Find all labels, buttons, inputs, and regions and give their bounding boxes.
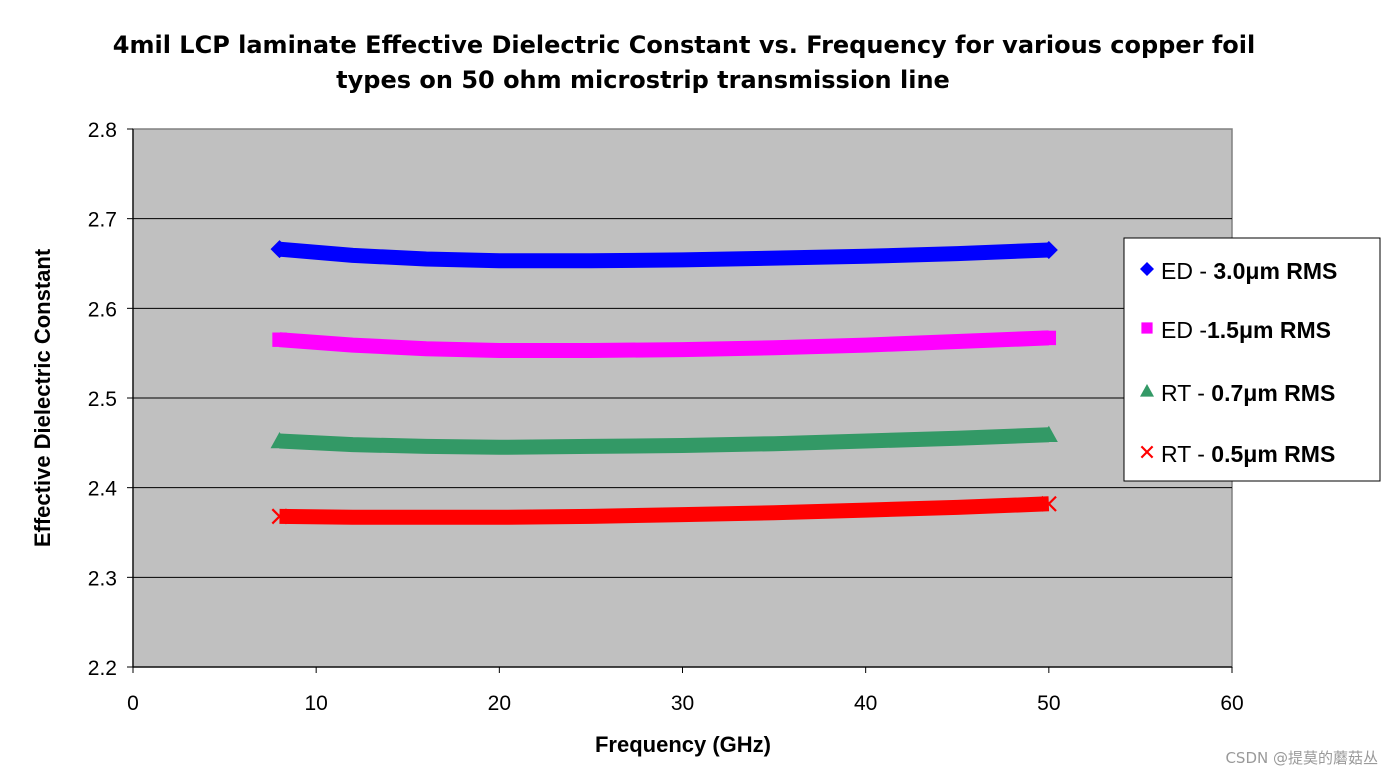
legend-marker-3 <box>1140 384 1154 397</box>
x-tick-label-20: 20 <box>488 692 511 715</box>
x-tick-label-30: 30 <box>671 692 694 715</box>
legend: ED - 3.0μm RMS ED -1.5μm RMS RT - 0.7μm RM… <box>1123 237 1381 482</box>
y-axis-ticks: 2.2 2.3 2.4 2.5 2.6 2.7 2.8 <box>88 119 133 680</box>
y-tick-label-2.4: 2.4 <box>88 478 118 501</box>
legend-box <box>1123 237 1381 482</box>
gridlines <box>133 218 1232 578</box>
x-tick-label-60: 60 <box>1220 692 1243 715</box>
series-4-endpoint-start <box>271 508 288 525</box>
y-tick-label-2.6: 2.6 <box>88 298 117 321</box>
series-2-endpoint-end <box>1041 330 1057 346</box>
x-axis-title: Frequency (GHz) <box>595 732 771 757</box>
series-line-3 <box>279 427 1050 455</box>
x-tick-label-40: 40 <box>854 692 877 715</box>
x-tick-label-0: 0 <box>127 692 139 715</box>
x-tick-label-10: 10 <box>304 692 327 715</box>
series-2-endpoint-start <box>272 332 287 347</box>
series-line-1 <box>278 241 1050 269</box>
legend-label-4: RT - 0.5μm RMS <box>1161 441 1335 467</box>
legend-label-1: ED - 3.0μm RMS <box>1161 258 1337 284</box>
x-axis-ticks: 0 10 20 30 40 50 60 <box>127 667 1244 715</box>
y-tick-label-2.8: 2.8 <box>88 119 117 142</box>
legend-marker-4 <box>1140 445 1154 459</box>
y-tick-label-2.5: 2.5 <box>88 388 117 411</box>
legend-marker-1 <box>1140 262 1154 276</box>
series-3-endpoint-end <box>1039 425 1058 442</box>
y-tick-label-2.3: 2.3 <box>88 567 117 590</box>
series-1-endpoint-start <box>270 240 289 259</box>
series-line-4 <box>279 496 1050 525</box>
series-lines <box>270 240 1058 525</box>
y-axis-title: Effective Dielectric Constant <box>30 248 55 547</box>
series-4-endpoint-end <box>1040 495 1057 512</box>
series-line-2 <box>278 330 1050 358</box>
y-tick-label-2.7: 2.7 <box>88 209 117 232</box>
series-1-endpoint-end <box>1039 241 1058 260</box>
chart-title-line-1: 4mil LCP laminate Effective Dielectric C… <box>113 31 1255 59</box>
watermark: CSDN @提莫的蘑菇丛 <box>1225 749 1378 767</box>
y-tick-label-2.2: 2.2 <box>88 657 117 680</box>
legend-label-3: RT - 0.7μm RMS <box>1161 380 1335 406</box>
x-tick-label-50: 50 <box>1037 692 1060 715</box>
legend-marker-2 <box>1141 322 1153 334</box>
chart-title-line-2: types on 50 ohm microstrip transmission … <box>336 66 950 94</box>
legend-label-2: ED -1.5μm RMS <box>1161 317 1331 343</box>
series-3-endpoint-start <box>270 432 289 449</box>
